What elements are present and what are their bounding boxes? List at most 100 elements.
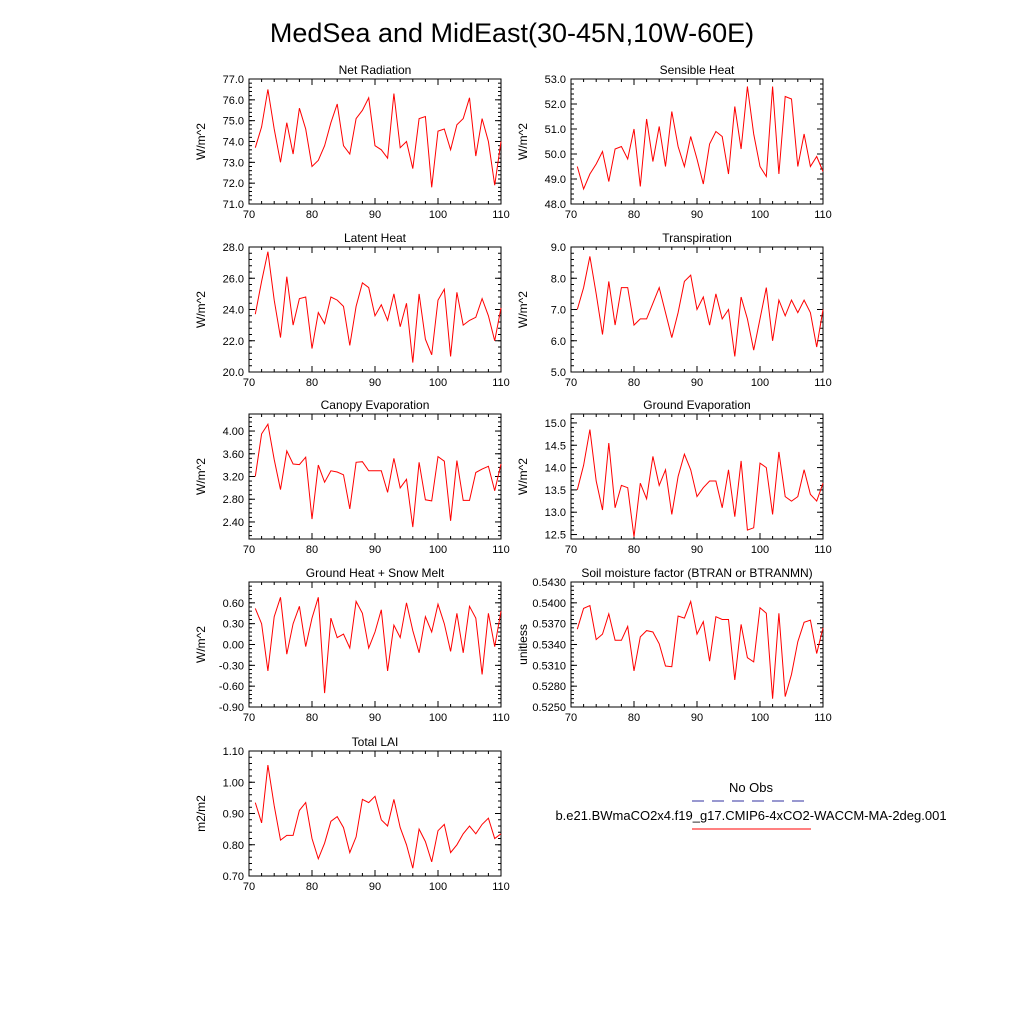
x-tick-label: 80 [306,209,318,221]
panel-title: Latent Heat [344,231,407,245]
y-tick-label: 48.0 [545,199,566,211]
y-tick-label: 0.00 [223,640,244,652]
y-tick-label: 0.5370 [532,619,566,631]
y-tick-label: 72.0 [223,178,244,190]
y-tick-label: 2.80 [223,494,244,506]
x-tick-label: 70 [243,377,255,389]
series-line-model [576,256,824,357]
x-tick-label: 80 [306,881,318,893]
y-tick-label: 1.00 [223,777,244,789]
x-tick-label: 90 [369,712,381,724]
panel-grid: Net Radiation W/m^2 70 80 90 100 110 71.0 72.0 73… [194,63,832,893]
x-tick-label: 90 [691,712,703,724]
series-line-model [254,765,502,869]
panel-title: Soil moisture factor (BTRAN or BTRANMN) [581,566,812,580]
x-tick-label: 80 [628,377,640,389]
series-line-model [576,86,824,191]
y-tick-label: 13.5 [545,485,566,497]
x-tick-label: 70 [565,377,577,389]
y-axis-label: W/m^2 [194,626,208,663]
y-tick-label: -0.30 [219,660,244,672]
legend-obs-label: No Obs [729,780,774,795]
x-tick-label: 100 [751,544,769,556]
x-tick-label: 70 [243,544,255,556]
y-tick-label: 0.5250 [532,702,566,714]
x-tick-label: 90 [691,377,703,389]
panel-7: Ground Heat + Snow Melt W/m^2 70 80 90 100 110… [194,566,510,724]
y-tick-label: 14.5 [545,440,566,452]
x-tick-label: 100 [751,209,769,221]
y-tick-label: 14.0 [545,463,566,475]
y-axis-label: W/m^2 [516,123,530,160]
x-tick-label: 100 [751,712,769,724]
y-tick-label: 0.5400 [532,598,566,610]
panel-title: Sensible Heat [660,63,735,77]
y-tick-label: 12.5 [545,530,566,542]
x-tick-label: 100 [429,544,447,556]
y-tick-label: 13.0 [545,507,566,519]
y-tick-label: 26.0 [223,273,244,285]
x-tick-label: 110 [492,377,510,389]
series-line-model [576,429,824,537]
y-tick-label: 49.0 [545,174,566,186]
x-tick-label: 100 [429,712,447,724]
y-axis-label: W/m^2 [194,123,208,160]
panel-title: Net Radiation [339,63,412,77]
y-tick-label: 9.0 [551,242,566,254]
series-line-model [254,422,502,528]
series-line-model [254,89,502,188]
x-tick-label: 100 [429,881,447,893]
y-axis-label: W/m^2 [194,458,208,495]
series-line-model [576,599,824,699]
x-tick-label: 70 [243,209,255,221]
x-tick-label: 90 [369,881,381,893]
y-axis-label: m2/m2 [194,795,208,832]
y-tick-label: 50.0 [545,149,566,161]
x-tick-label: 90 [369,209,381,221]
y-tick-label: 24.0 [223,305,244,317]
x-tick-label: 80 [628,712,640,724]
y-tick-label: 6.0 [551,336,566,348]
panel-title: Ground Evaporation [643,398,750,412]
panel-5: Canopy Evaporation W/m^2 70 80 90 100 110 2.40 2… [194,398,510,556]
y-tick-label: 1.10 [223,746,244,758]
y-tick-label: -0.60 [219,681,244,693]
y-tick-label: 76.0 [223,95,244,107]
y-tick-label: 28.0 [223,242,244,254]
panel-2: Sensible Heat W/m^2 70 80 90 100 110 48.0 49.0 50… [516,63,832,221]
y-tick-label: 73.0 [223,157,244,169]
y-tick-label: 74.0 [223,137,244,149]
x-tick-label: 70 [565,544,577,556]
x-tick-label: 80 [628,209,640,221]
y-tick-label: 0.90 [223,809,244,821]
y-tick-label: 71.0 [223,199,244,211]
y-tick-label: 4.00 [223,426,244,438]
y-tick-label: -0.90 [219,702,244,714]
legend: No Obs b.e21.BWmaCO2x4.f19_g17.CMIP6-4xC… [555,780,947,830]
y-tick-label: 75.0 [223,116,244,128]
panel-title: Total LAI [352,735,399,749]
y-tick-label: 3.20 [223,472,244,484]
x-tick-label: 80 [306,712,318,724]
x-tick-label: 90 [691,544,703,556]
panel-4: Transpiration W/m^2 70 80 90 100 110 5.0 6.0 7.0 8… [516,231,832,389]
y-tick-label: 22.0 [223,336,244,348]
x-tick-label: 90 [369,377,381,389]
series-line-model [254,251,502,363]
y-tick-label: 3.60 [223,449,244,461]
y-axis-label: W/m^2 [194,291,208,328]
y-tick-label: 0.30 [223,619,244,631]
x-tick-label: 90 [369,544,381,556]
y-tick-label: 53.0 [545,74,566,86]
x-tick-label: 80 [628,544,640,556]
y-tick-label: 8.0 [551,273,566,285]
x-tick-label: 70 [565,712,577,724]
x-tick-label: 80 [306,377,318,389]
x-tick-label: 90 [691,209,703,221]
x-tick-label: 80 [306,544,318,556]
panel-1: Net Radiation W/m^2 70 80 90 100 110 71.0 72.0 73… [194,63,510,221]
y-tick-label: 20.0 [223,367,244,379]
x-tick-label: 100 [429,377,447,389]
panel-6: Ground Evaporation W/m^2 70 80 90 100 110 12.5 1… [516,398,832,556]
